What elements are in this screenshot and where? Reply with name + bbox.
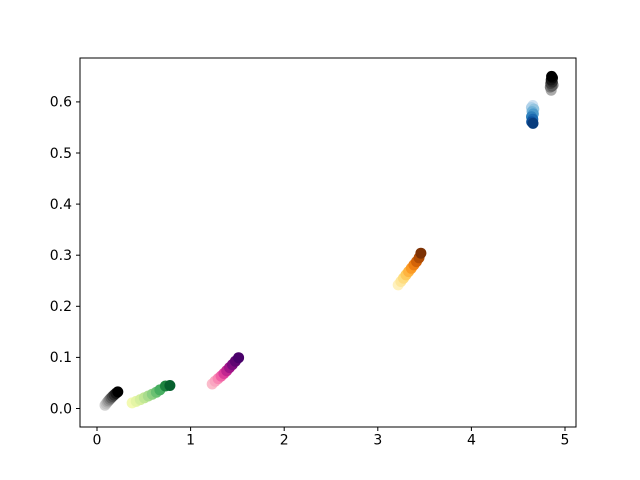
cluster-ylorbr bbox=[392, 247, 427, 291]
y-tick-label: 0.6 bbox=[50, 95, 72, 111]
cluster-ylgn bbox=[126, 380, 176, 409]
y-tick-label: 0.5 bbox=[50, 146, 72, 162]
y-tick-label: 0.1 bbox=[50, 350, 72, 366]
cluster-greys-high bbox=[544, 70, 559, 96]
x-tick-label: 3 bbox=[373, 433, 382, 449]
x-tick-label: 2 bbox=[280, 433, 289, 449]
cluster-greys-low bbox=[99, 386, 124, 411]
x-tick-label: 0 bbox=[93, 433, 102, 449]
cluster-blues bbox=[525, 100, 540, 129]
x-axis: 0 1 2 3 4 5 bbox=[93, 427, 570, 449]
y-tick-label: 0.3 bbox=[50, 248, 72, 264]
scatter-point bbox=[233, 352, 245, 364]
x-tick-label: 5 bbox=[561, 433, 570, 449]
cluster-rdpu bbox=[206, 352, 245, 390]
scatter-points bbox=[99, 70, 559, 411]
scatter-point bbox=[527, 117, 539, 129]
y-tick-label: 0.4 bbox=[50, 197, 72, 213]
scatter-point bbox=[164, 380, 176, 391]
y-axis: 0.0 0.1 0.2 0.3 0.4 0.5 0.6 bbox=[50, 95, 80, 417]
scatter-point bbox=[415, 247, 427, 259]
y-tick-label: 0.0 bbox=[50, 401, 72, 417]
scatter-point bbox=[546, 70, 558, 82]
plot-area bbox=[79, 57, 577, 428]
x-tick-label: 1 bbox=[186, 433, 195, 449]
y-tick-label: 0.2 bbox=[50, 299, 72, 315]
x-tick-label: 4 bbox=[467, 433, 476, 449]
scatter-point bbox=[112, 386, 124, 398]
